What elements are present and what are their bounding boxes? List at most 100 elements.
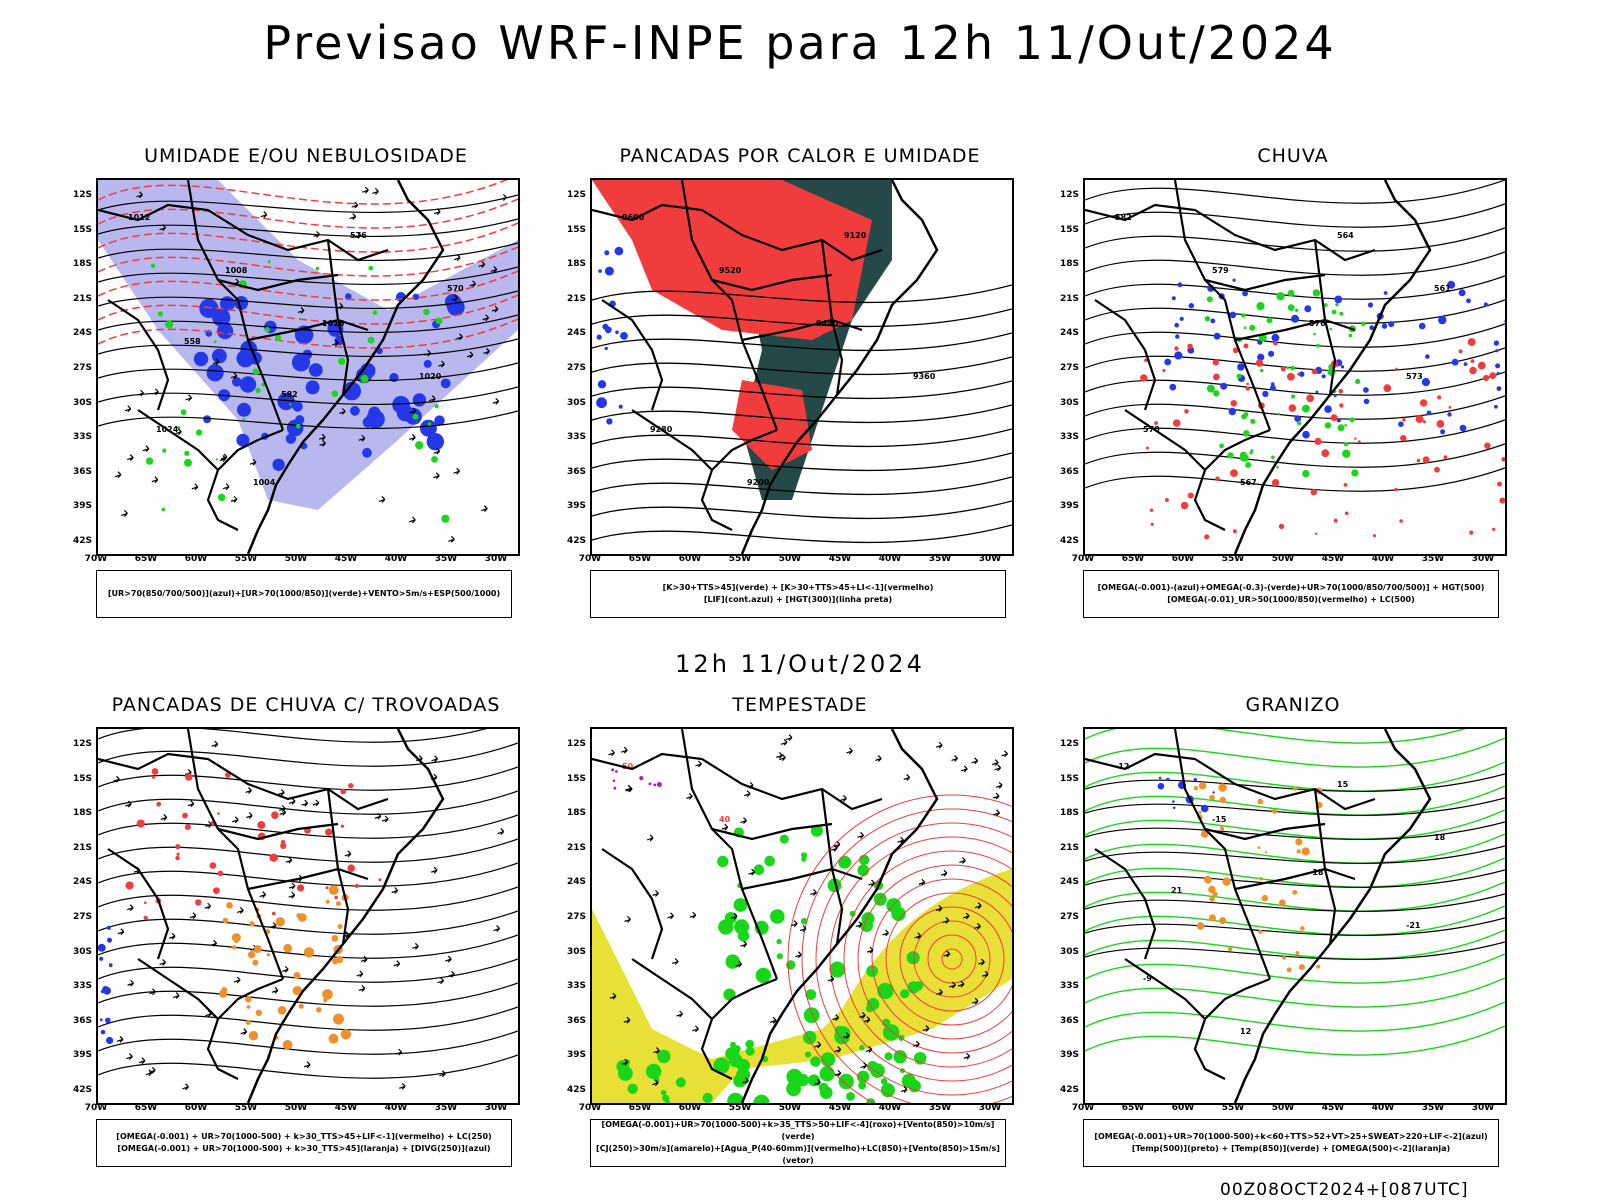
latitude-label: 21S [566, 842, 586, 853]
omega-blue [1294, 415, 1302, 422]
wind-arrow [391, 887, 399, 894]
blue-humidity [236, 433, 250, 447]
political-border [1234, 318, 1356, 342]
temp850-contour [1085, 881, 1505, 912]
latitude-label: 12S [72, 190, 92, 200]
omega-red [1230, 469, 1238, 477]
omega-red [1297, 372, 1301, 376]
contour-label: 21 [1171, 886, 1183, 895]
wind-arrow [624, 784, 632, 792]
thunderstorm-red [325, 828, 333, 836]
height-contour [592, 332, 1012, 351]
wind-arrow [855, 921, 863, 929]
omega-blue [1367, 302, 1374, 308]
green-humidity [161, 507, 165, 512]
wind-arrow [260, 211, 268, 219]
green-humidity [165, 320, 174, 329]
height-contour [592, 284, 1012, 303]
thunderstorm-orange [248, 1031, 259, 1041]
longitude-label: 60W [1171, 554, 1195, 564]
omega-blue [1495, 363, 1501, 369]
contour-label: 1008 [225, 266, 248, 275]
omega-blue [1174, 351, 1183, 360]
latitude-label: 39S [1059, 501, 1079, 512]
wind-850-green [877, 982, 894, 1000]
legend-box: [K>30+TTS>45](verde) + [K>30+TTS>45+LI<-… [590, 570, 1006, 618]
contour-label: 573 [1406, 372, 1423, 381]
longitude-label: 45W [1321, 554, 1345, 564]
omega-blue [1171, 296, 1176, 301]
wind-850-green [653, 1076, 660, 1083]
omega-blue [1164, 358, 1172, 366]
thickness-contour [98, 180, 508, 205]
wind-850-green [675, 1077, 686, 1088]
thunderstorm-red [151, 768, 159, 775]
green-humidity [213, 340, 217, 344]
height-contour [592, 476, 1012, 495]
latitude-label: 24S [1059, 328, 1079, 339]
latitude-label: 24S [72, 877, 92, 888]
contour-label: 15 [1337, 780, 1349, 789]
omega-green [1287, 289, 1295, 297]
thunderstorm-orange [219, 989, 228, 998]
wind-arrow [313, 230, 320, 238]
omega-red [1501, 456, 1505, 462]
political-border [711, 822, 833, 841]
contour-label: 12 [1240, 1027, 1251, 1036]
political-border [247, 318, 369, 342]
omega-green [1313, 332, 1316, 336]
omega-blue [1383, 291, 1388, 295]
longitude-label: 30W [484, 1103, 508, 1113]
green-humidity [331, 390, 339, 397]
omega-blue [1304, 305, 1312, 313]
longitude-label: 45W [828, 1103, 852, 1113]
omega-blue [1458, 289, 1466, 297]
latitude-label: 18S [72, 808, 92, 819]
blue-humidity [368, 406, 381, 419]
hail-blue [1193, 778, 1197, 782]
omega-blue [1270, 385, 1276, 391]
wind-arrow [695, 760, 702, 768]
wind-arrow [269, 922, 277, 929]
political-border [592, 752, 883, 811]
omega-green [1312, 289, 1321, 297]
contour-label: 1004 [253, 478, 276, 487]
longitude-label: 50W [284, 554, 308, 564]
political-border [601, 299, 664, 411]
thunderstorm-orange [340, 1029, 352, 1040]
wind-850-green [858, 854, 870, 866]
temp850-contour [1085, 1025, 1505, 1056]
wind-arrow [191, 483, 199, 491]
divergence-blue [98, 943, 106, 952]
political-border [820, 788, 844, 945]
wind-arrow [646, 834, 654, 842]
blue-humidity [236, 349, 255, 368]
divergence-blue [103, 986, 111, 995]
wind-850-green [779, 834, 789, 844]
wind-arrow [378, 496, 386, 503]
wind-arrow [249, 458, 257, 466]
thunderstorm-red [136, 819, 145, 828]
latitude-label: 27S [1059, 912, 1079, 922]
thunderstorm-red [125, 881, 134, 890]
divergence-blue [100, 1029, 106, 1035]
omega-orange [1200, 830, 1209, 838]
thunderstorm-red [156, 801, 162, 807]
omega-blue [1229, 311, 1237, 319]
contour-label: 1020 [419, 372, 442, 381]
wind-arrow [127, 454, 134, 461]
blue-humidity [193, 351, 209, 367]
map-canvas: -12 -15 -18 -21 -9 12 15 18 21 [1085, 729, 1505, 1103]
omega-green [1286, 366, 1290, 370]
wind-arrow [859, 1011, 866, 1019]
wind-850-green [838, 1073, 854, 1090]
green-humidity [145, 457, 154, 465]
political-border [1313, 239, 1337, 396]
wind-850-green [857, 864, 870, 877]
omega-red [1310, 489, 1317, 496]
wind-arrow [974, 902, 982, 910]
legend-box: [OMEGA(-0.001)+UR>70(1000-500)+k<60+TTS>… [1083, 1119, 1499, 1167]
omega-blue [1447, 280, 1456, 289]
omega-blue [1188, 303, 1194, 309]
omega-orange [1293, 786, 1298, 791]
